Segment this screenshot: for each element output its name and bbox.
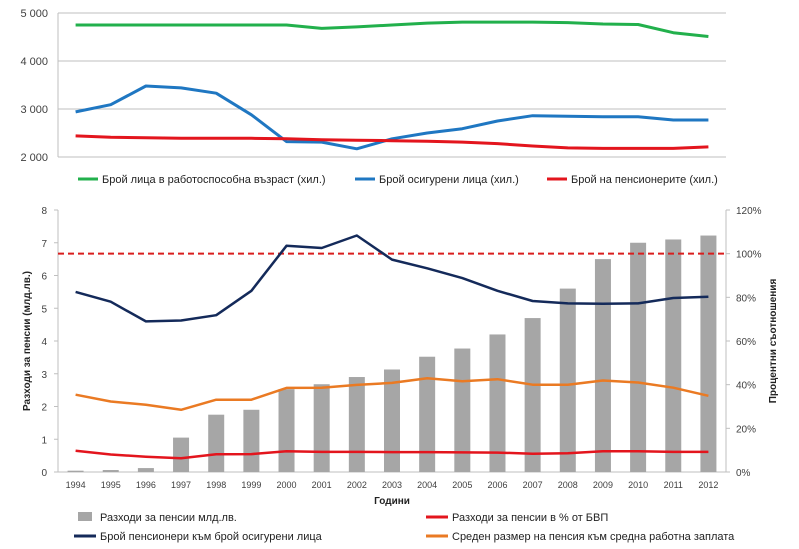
bar-pension-expenditure (630, 242, 647, 472)
bottom-legend-label: Разходи за пенсии млд.лв. (100, 512, 237, 524)
right-y-tick-label: 40% (736, 381, 756, 392)
bar-pension-expenditure (348, 377, 365, 472)
left-y-tick-label: 4 (41, 337, 47, 348)
top-legend-label: Брой осигурени лица (хил.) (379, 174, 519, 186)
bar-pension-expenditure (665, 239, 682, 472)
top-y-tick-label: 4 000 (20, 56, 48, 68)
x-tick-label: 2011 (664, 480, 683, 490)
left-y-tick-label: 1 (41, 435, 47, 446)
bar-pension-expenditure (102, 470, 119, 472)
left-y-tick-label: 6 (41, 272, 47, 283)
bar-pension-expenditure (313, 384, 330, 472)
x-tick-label: 1999 (241, 480, 261, 490)
top-series-line-green (75, 20, 709, 38)
x-tick-label: 2004 (417, 480, 437, 490)
bar-pension-expenditure (419, 356, 436, 472)
left-y-tick-label: 2 (41, 403, 47, 414)
bar-pension-expenditure (489, 334, 506, 472)
line-series-orange (75, 377, 709, 412)
line-series-red (75, 449, 709, 460)
right-y-axis-title: Процентни съотношения (768, 279, 779, 404)
right-y-tick-label: 20% (736, 424, 756, 435)
x-tick-label: 2007 (523, 480, 543, 490)
bar-pension-expenditure (559, 288, 576, 472)
bottom-legend-label: Брой пенсионери към брой осигурени лица (100, 531, 323, 543)
bar-pension-expenditure (524, 318, 541, 472)
left-y-tick-label: 5 (41, 304, 47, 315)
bottom-legend-swatch-bar (78, 512, 92, 521)
x-tick-label: 2009 (593, 480, 613, 490)
top-legend-label: Брой лица в работоспособна възраст (хил.… (102, 174, 326, 186)
x-tick-label: 2005 (452, 480, 472, 490)
bottom-legend: Разходи за пенсии млд.лв. Разходи за пенс… (74, 512, 735, 543)
line-series-navy (75, 234, 709, 323)
x-tick-label: 2010 (628, 480, 648, 490)
bar-pension-expenditure (208, 414, 225, 472)
top-y-tick-label: 3 000 (20, 104, 48, 116)
bar-pension-expenditure (278, 389, 295, 472)
left-y-tick-label: 0 (41, 468, 47, 479)
top-y-tick-label: 5 000 (20, 8, 48, 20)
right-y-tick-label: 80% (736, 293, 756, 304)
x-tick-label: 1996 (136, 480, 156, 490)
x-axis-title: Години (374, 496, 410, 507)
top-y-tick-label: 2 000 (20, 152, 48, 164)
x-tick-label: 1998 (206, 480, 226, 490)
x-tick-label: 1995 (101, 480, 121, 490)
x-tick-label: 2006 (487, 480, 507, 490)
x-tick-label: 2012 (698, 480, 718, 490)
top-legend-label: Брой на пенсионерите (хил.) (571, 174, 718, 186)
right-y-tick-label: 100% (736, 250, 762, 261)
x-tick-label: 1994 (66, 480, 86, 490)
top-series-line-blue (75, 84, 709, 151)
x-tick-label: 2002 (347, 480, 367, 490)
left-y-axis-title: Разходи за пенсии (млд.лв.) (22, 271, 33, 411)
right-y-tick-label: 60% (736, 337, 756, 348)
x-tick-label: 2003 (382, 480, 402, 490)
top-legend: Брой лица в работоспособна възраст (хил.… (78, 174, 718, 186)
bar-pension-expenditure (594, 259, 611, 472)
left-y-tick-label: 8 (41, 206, 47, 217)
x-tick-label: 2008 (558, 480, 578, 490)
bar-pension-expenditure (137, 468, 154, 472)
bar-pension-expenditure (384, 369, 400, 472)
right-y-tick-label: 0% (736, 468, 751, 479)
bar-pension-expenditure (173, 437, 190, 472)
x-tick-label: 2001 (312, 480, 332, 490)
top-chart: 2 000 3 000 4 000 5 000 (20, 8, 726, 164)
x-tick-label: 2000 (277, 480, 297, 490)
bar-pension-expenditure (243, 409, 260, 472)
right-y-tick-label: 120% (736, 206, 762, 217)
bar-pension-expenditure (700, 235, 717, 472)
left-y-tick-label: 7 (41, 239, 47, 250)
bottom-legend-label: Среден размер на пенсия към средна работ… (452, 531, 735, 543)
bar-pension-expenditure (67, 470, 84, 472)
left-y-tick-label: 3 (41, 370, 47, 381)
bar-pension-expenditure (454, 348, 471, 472)
x-tick-label: 1997 (171, 480, 191, 490)
bottom-legend-label: Разходи за пенсии в % от БВП (452, 512, 608, 524)
top-series-line-red (75, 134, 709, 150)
